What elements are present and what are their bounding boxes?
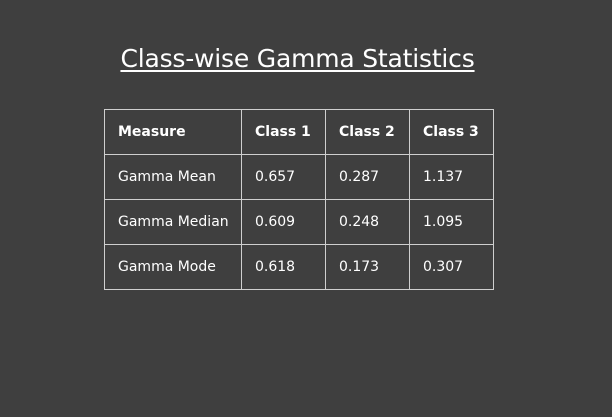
table-cell: 1.095	[409, 199, 494, 245]
table-header-row: Measure Class 1 Class 2 Class 3	[104, 109, 494, 155]
table-row: Gamma Median 0.609 0.248 1.095	[104, 199, 494, 245]
table-cell: 0.248	[325, 199, 410, 245]
header-class-2: Class 2	[325, 109, 410, 155]
row-label: Gamma Median	[104, 199, 242, 245]
table-cell: 0.618	[241, 244, 326, 290]
slide-title: Class-wise Gamma Statistics	[120, 44, 475, 73]
header-class-1: Class 1	[241, 109, 326, 155]
header-measure: Measure	[104, 109, 242, 155]
table-cell: 0.173	[325, 244, 410, 290]
table-cell: 0.287	[325, 154, 410, 200]
table-row: Gamma Mode 0.618 0.173 0.307	[104, 244, 494, 290]
statistics-table: Measure Class 1 Class 2 Class 3 Gamma Me…	[104, 109, 494, 290]
table-cell: 1.137	[409, 154, 494, 200]
table-cell: 0.657	[241, 154, 326, 200]
header-class-3: Class 3	[409, 109, 494, 155]
table-cell: 0.307	[409, 244, 494, 290]
table-cell: 0.609	[241, 199, 326, 245]
table-row: Gamma Mean 0.657 0.287 1.137	[104, 154, 494, 200]
row-label: Gamma Mode	[104, 244, 242, 290]
row-label: Gamma Mean	[104, 154, 242, 200]
